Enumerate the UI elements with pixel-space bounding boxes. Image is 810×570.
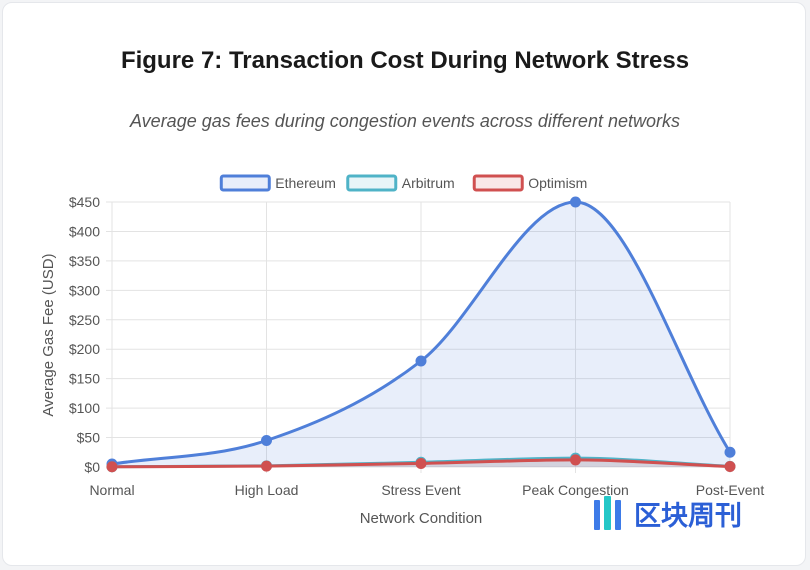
x-tick-label: High Load [235,482,299,498]
ethereum-point[interactable] [724,446,736,458]
x-tick-label: Stress Event [381,482,460,498]
legend-label-arbitrum: Arbitrum [402,175,455,191]
y-tick-label: $400 [69,223,100,239]
y-tick-label: $250 [69,312,100,328]
y-tick-label: $150 [69,371,100,387]
grid-lines [106,201,731,473]
x-tick-labels: Normal High Load Stress Event Peak Congesti… [89,482,764,498]
chart-subtitle: Average gas fees during congestion event… [130,111,680,131]
legend-swatch-optimism [472,174,524,192]
x-tick-label: Peak Congestion [522,482,629,498]
legend-swatch-arbitrum [346,174,398,192]
ethereum-area [112,202,730,467]
legend-item-ethereum[interactable]: Ethereum [219,174,336,192]
legend-item-arbitrum[interactable]: Arbitrum [346,174,455,192]
y-tick-label: $300 [69,282,100,298]
legend-label-optimism: Optimism [528,175,587,191]
y-tick-label: $450 [69,194,100,210]
y-axis-label: Average Gas Fee (USD) [40,253,57,416]
x-tick-label: Post-Event [696,482,765,498]
legend-swatch-ethereum [219,174,271,192]
legend: Ethereum Arbitrum Optimism [219,174,587,192]
optimism-point[interactable] [724,461,736,473]
y-tick-labels: $0 $50 $100 $150 $200 $250 $300 $350 $400 $450 [69,194,100,475]
chart-title: Figure 7: Transaction Cost During Networ… [120,47,690,74]
optimism-point[interactable] [106,461,118,473]
legend-label-ethereum: Ethereum [275,175,336,191]
ethereum-point[interactable] [570,196,581,208]
legend-item-optimism[interactable]: Optimism [472,174,587,192]
ethereum-point[interactable] [415,355,427,367]
optimism-point[interactable] [570,454,581,466]
optimism-point[interactable] [415,457,427,469]
y-tick-label: $200 [69,341,100,357]
y-tick-label: $50 [77,430,101,446]
watermark: 区块周刊 [594,496,742,532]
blockweekly-logo-icon [594,496,621,530]
series-points [106,196,736,473]
y-tick-label: $0 [84,459,100,475]
ethereum-line [111,200,732,466]
ethereum-point[interactable] [261,435,272,446]
watermark-text: 区块周刊 [634,501,742,532]
optimism-point[interactable] [261,460,272,472]
x-tick-label: Normal [89,482,134,498]
y-tick-label: $350 [69,253,100,269]
y-tick-label: $100 [69,400,100,416]
x-axis-label: Network Condition [360,510,483,527]
